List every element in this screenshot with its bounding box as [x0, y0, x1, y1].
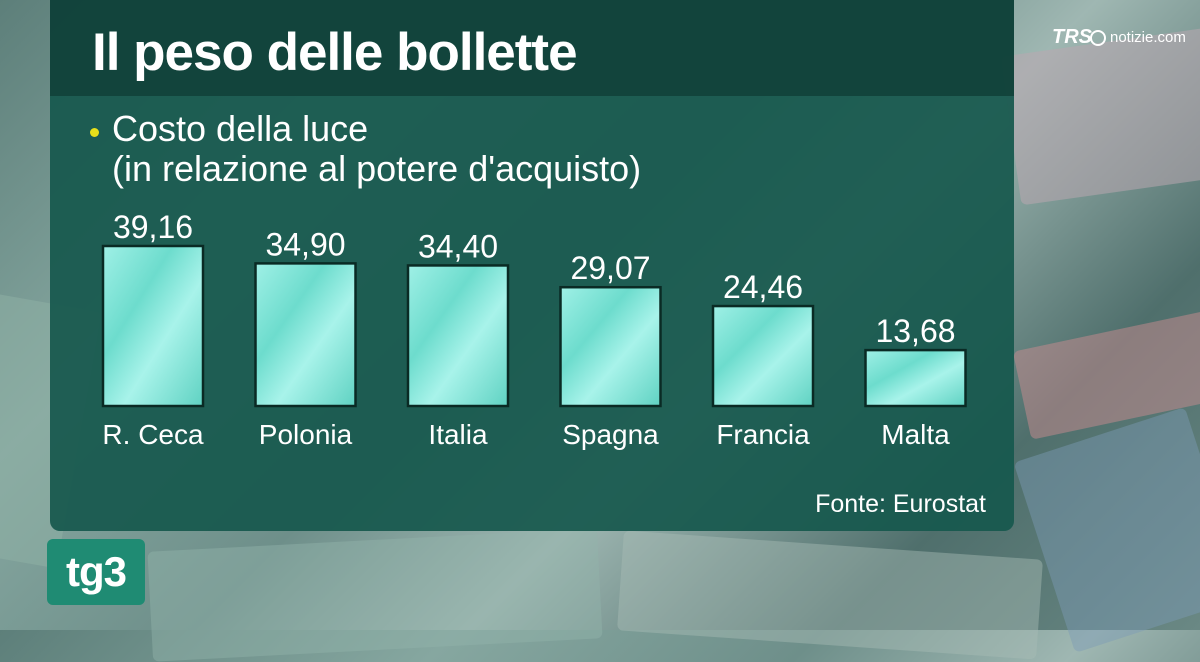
bar-chart: 39,16 R. Ceca 34,90 Polonia 34,40 Italia 29,07…	[101, 209, 967, 450]
bar-italia	[406, 264, 510, 408]
brand-logo-text: notizie.com	[1110, 29, 1186, 46]
brand-logo-mark: TRS	[1052, 26, 1092, 48]
background-banknote	[1013, 407, 1200, 653]
category-label: Francia	[716, 419, 810, 450]
value-label: 24,46	[723, 269, 803, 305]
bar-spagna	[559, 285, 662, 408]
value-label: 29,07	[570, 250, 650, 286]
bar-polonia	[254, 262, 357, 408]
page-title: Il peso delle bollette	[92, 23, 578, 82]
subtitle-line-2: (in relazione al potere d'acquisto)	[112, 148, 642, 189]
title-band: Il peso delle bollette	[50, 0, 1014, 96]
value-label: 34,90	[265, 226, 345, 262]
bar-francia	[711, 304, 815, 408]
background-banknote	[617, 530, 1043, 660]
brand-circle-icon	[1090, 29, 1106, 46]
category-label: Malta	[881, 419, 950, 450]
bar-malta	[864, 348, 967, 408]
source-note: Fonte: Eurostat	[815, 490, 986, 518]
background-banknote	[1000, 24, 1200, 206]
value-label: 13,68	[875, 313, 955, 349]
subtitle-line-1: Costo della luce	[112, 108, 369, 149]
category-label: Polonia	[259, 419, 353, 450]
background-banknote	[147, 528, 603, 662]
category-label: Spagna	[562, 419, 659, 450]
value-label: 39,16	[113, 209, 193, 245]
value-label: 34,40	[418, 228, 498, 264]
chart-panel: Il peso delle bollette Costo della luce …	[50, 0, 1014, 531]
category-label: R. Ceca	[102, 419, 204, 450]
brand-watermark: TRS notizie.com	[1052, 26, 1186, 49]
bar-r-ceca	[101, 244, 205, 408]
channel-logo: tg3	[47, 539, 145, 605]
bullet-icon	[90, 128, 99, 137]
category-label: Italia	[428, 419, 488, 450]
